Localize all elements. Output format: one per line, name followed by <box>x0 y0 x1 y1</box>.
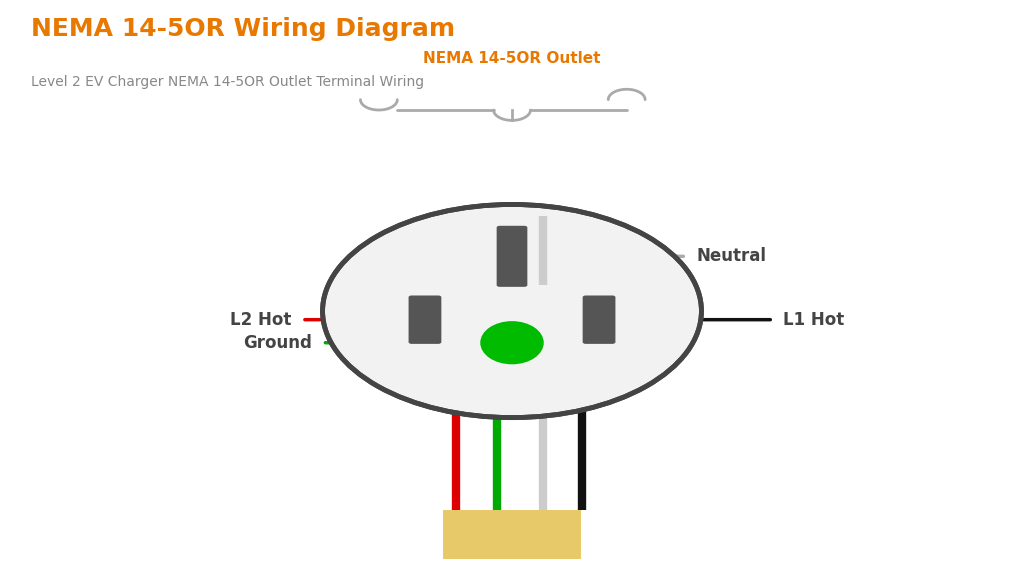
Text: Neutral: Neutral <box>696 247 766 266</box>
Text: NEMA 14-5OR Outlet: NEMA 14-5OR Outlet <box>423 51 601 66</box>
Text: Ground: Ground <box>244 334 312 352</box>
Text: Level 2 EV Charger NEMA 14-5OR Outlet Terminal Wiring: Level 2 EV Charger NEMA 14-5OR Outlet Te… <box>31 75 424 89</box>
Text: L2 Hot: L2 Hot <box>230 310 292 329</box>
FancyBboxPatch shape <box>497 226 527 287</box>
Text: L1 Hot: L1 Hot <box>783 310 845 329</box>
FancyBboxPatch shape <box>583 295 615 344</box>
Ellipse shape <box>323 204 701 418</box>
Text: NEMA 14-5OR Wiring Diagram: NEMA 14-5OR Wiring Diagram <box>31 17 455 41</box>
Ellipse shape <box>480 321 544 364</box>
FancyBboxPatch shape <box>409 295 441 344</box>
FancyBboxPatch shape <box>442 510 582 559</box>
